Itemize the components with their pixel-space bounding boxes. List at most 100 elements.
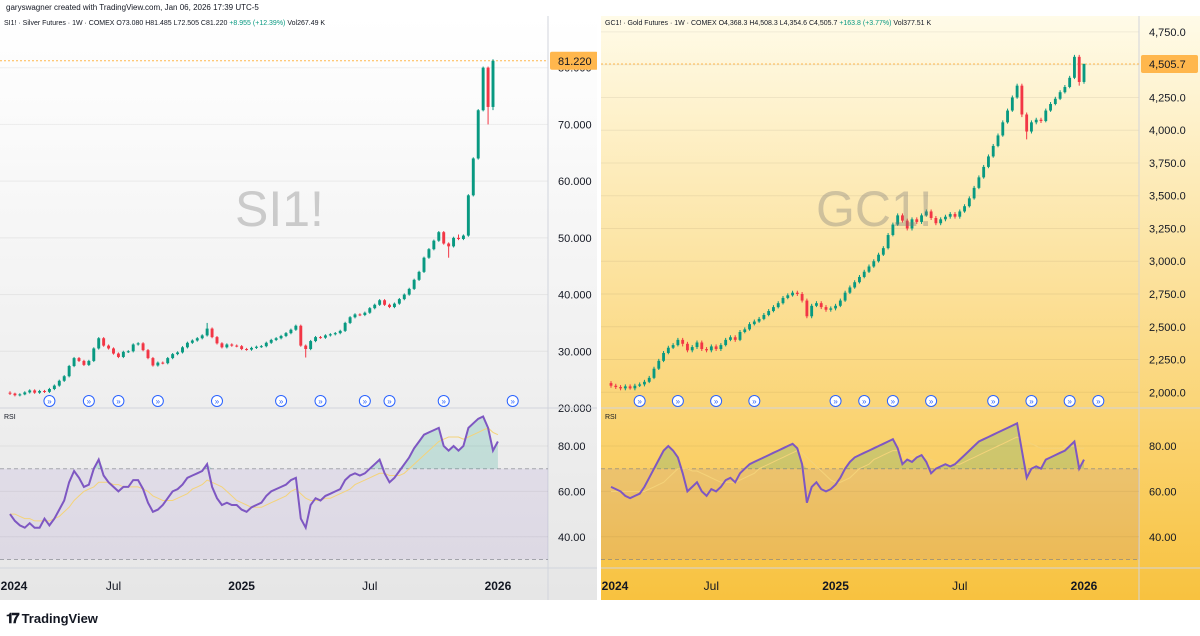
gold-candle (934, 218, 938, 224)
gold-candle (1001, 122, 1005, 136)
silver-candle (210, 328, 214, 338)
silver-high: H81.485 (145, 20, 172, 27)
gold-event-marker-icon (710, 395, 723, 407)
silver-candle (363, 312, 367, 315)
gold-candle (705, 349, 708, 351)
silver-candle (176, 352, 180, 355)
silver-candle (427, 249, 431, 258)
silver-candle (92, 348, 96, 361)
silver-time-tick-label: 2026 (485, 579, 512, 593)
gold-event-marker-icon (829, 395, 842, 407)
gold-title: GC1! · Gold Futures · 1W · COMEX (605, 20, 717, 27)
silver-candle (156, 362, 160, 366)
silver-open: O73.080 (116, 20, 144, 27)
gold-chart-pane[interactable]: 2,000.0 2,250.0 2,500.0 2,750.0 3,000.0 3,250… (601, 16, 1200, 600)
silver-candle (102, 338, 106, 346)
silver-candle (289, 329, 293, 334)
silver-rsi-tick-label: 60.00 (558, 486, 586, 498)
silver-candle (447, 243, 451, 247)
gold-background (601, 16, 1200, 600)
gold-close: C4,505.7 (808, 20, 838, 27)
gold-event-marker-glyph: » (929, 397, 934, 406)
silver-candle (200, 335, 204, 339)
gold-event-marker-icon (1092, 395, 1105, 407)
silver-candle (432, 240, 436, 250)
gold-candle (810, 305, 814, 317)
gold-candle (714, 346, 718, 350)
silver-chart-canvas[interactable]: 20.000 30.000 40.000 50.000 60.000 70.000 80.0… (0, 16, 600, 600)
silver-candle (299, 325, 303, 346)
silver-rsi-tick-label: 80.00 (558, 441, 586, 453)
gold-watermark: GC1! (816, 181, 933, 237)
silver-price-tick-label: 70.000 (558, 119, 592, 131)
silver-candle (471, 158, 475, 196)
silver-candle (259, 346, 263, 348)
silver-candle (126, 351, 130, 353)
silver-candle (348, 317, 352, 323)
gold-candle (757, 318, 761, 322)
gold-candle (628, 386, 632, 389)
gold-event-marker-icon (748, 395, 761, 407)
silver-candle (254, 346, 258, 348)
gold-candle (858, 276, 861, 283)
gold-chart-canvas[interactable]: 2,000.0 2,250.0 2,500.0 2,750.0 3,000.0 3,250… (601, 16, 1200, 600)
gold-candle (881, 248, 885, 255)
gold-candle (896, 215, 900, 225)
gold-candle (1039, 119, 1043, 122)
silver-candle (136, 343, 140, 345)
gold-candle (1073, 56, 1076, 78)
gold-candle (815, 303, 818, 306)
silver-event-marker-glyph: » (87, 397, 92, 406)
gold-symbol-info: GC1! · Gold Futures · 1W · COMEX O4,368.… (605, 20, 931, 27)
gold-candle (1006, 110, 1009, 123)
silver-time-tick-label: 2025 (228, 579, 255, 593)
gold-candle (800, 294, 804, 301)
silver-candle (121, 351, 125, 357)
silver-time-tick-label: Jul (362, 579, 377, 593)
gold-price-tick-label: 3,250.0 (1149, 223, 1186, 235)
gold-candle (738, 332, 742, 340)
silver-time-tick-label: 2024 (1, 579, 28, 593)
silver-candle (388, 304, 391, 308)
gold-candle (623, 386, 627, 389)
gold-price-tick-label: 2,500.0 (1149, 322, 1186, 334)
silver-candle (333, 333, 337, 335)
silver-chart-pane[interactable]: 20.000 30.000 40.000 50.000 60.000 70.000 80.0… (0, 16, 600, 600)
gold-high: H4,508.3 (749, 20, 778, 27)
silver-price-tick-label: 40.000 (558, 290, 592, 302)
silver-last-price-badge (550, 51, 598, 70)
silver-event-marker-glyph: » (318, 397, 323, 406)
tradingview-brand-name: TradingView (21, 611, 98, 626)
gold-event-marker-glyph: » (891, 397, 896, 406)
gold-candle (1030, 122, 1033, 132)
gold-candle (972, 187, 976, 199)
silver-candle (116, 353, 120, 357)
gold-candle (781, 297, 785, 304)
silver-price-tick-label: 50.000 (558, 233, 592, 245)
gold-candle (853, 282, 857, 288)
gold-time-tick-label: 2026 (1071, 579, 1098, 593)
tradingview-logo-icon: 𝟏𝟕 (6, 610, 20, 626)
silver-event-marker-icon (383, 395, 396, 407)
silver-candle (28, 390, 32, 393)
gold-event-marker-glyph: » (991, 397, 996, 406)
silver-symbol-info: SI1! · Silver Futures · 1W · COMEX O73.0… (4, 20, 325, 27)
silver-candle (38, 390, 42, 393)
silver-candle (328, 334, 332, 336)
tradingview-footer[interactable]: 𝟏𝟕 TradingView (6, 610, 98, 627)
gold-candle (920, 215, 923, 222)
silver-event-marker-glyph: » (441, 397, 446, 406)
gold-candle (829, 308, 833, 310)
silver-candle (250, 347, 253, 350)
gold-rsi-tick-label: 80.00 (1149, 441, 1177, 453)
silver-rsi-band (0, 468, 548, 560)
silver-candle (220, 343, 224, 348)
silver-candle (171, 354, 175, 359)
gold-time-tick-label: 2025 (822, 579, 849, 593)
gold-candle (676, 339, 680, 346)
gold-candle (786, 295, 790, 298)
gold-event-marker-glyph: » (714, 397, 719, 406)
silver-candle (166, 358, 170, 364)
gold-event-marker-glyph: » (676, 397, 681, 406)
gold-candle (939, 219, 943, 224)
